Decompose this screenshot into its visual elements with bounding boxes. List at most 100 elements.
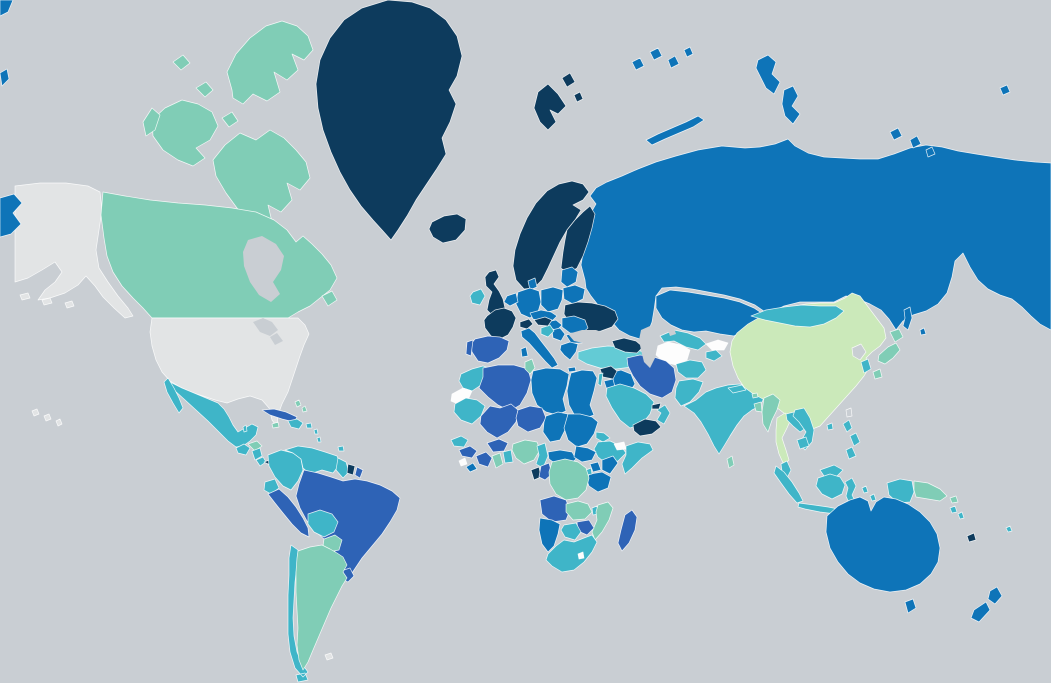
region-madagascar[interactable] [617, 509, 638, 552]
region-jamaica[interactable] [271, 421, 280, 429]
region-myanmar[interactable] [761, 393, 781, 433]
region-india[interactable] [683, 383, 765, 455]
region-ghana[interactable] [491, 452, 504, 469]
region-greece[interactable] [559, 341, 579, 373]
region-nigeria[interactable] [511, 439, 541, 465]
region-ivory-coast[interactable] [475, 451, 493, 468]
region-hainan[interactable] [826, 422, 834, 431]
region-austria[interactable] [533, 316, 553, 327]
region-egypt[interactable] [566, 369, 598, 419]
region-peru[interactable] [267, 488, 310, 538]
region-liberia[interactable] [465, 462, 478, 473]
region-guyana[interactable] [335, 457, 350, 479]
region-new-zealand[interactable] [970, 586, 1003, 623]
region-togo-benin[interactable] [502, 449, 514, 464]
region-lesotho[interactable] [577, 551, 585, 560]
region-sakhalin[interactable] [902, 306, 927, 336]
region-benelux[interactable] [503, 292, 519, 307]
region-congo[interactable] [538, 462, 553, 481]
region-nepal[interactable] [727, 384, 747, 394]
region-mongolia[interactable] [750, 304, 845, 328]
region-israel[interactable] [597, 372, 604, 387]
region-venezuela[interactable] [284, 445, 341, 475]
region-baja-california[interactable] [163, 377, 184, 414]
region-mexico[interactable] [169, 381, 259, 448]
region-south-africa[interactable] [545, 534, 598, 573]
region-australia[interactable] [825, 496, 941, 593]
region-svalbard[interactable] [533, 72, 584, 131]
region-taiwan[interactable] [845, 407, 853, 418]
region-north-korea[interactable] [851, 343, 867, 361]
region-greenland[interactable] [315, 0, 463, 241]
region-pakistan[interactable] [674, 378, 704, 407]
region-sumatra[interactable] [773, 465, 804, 504]
region-bolivia[interactable] [307, 509, 339, 538]
region-ellesmere-island[interactable] [226, 20, 314, 105]
region-yemen[interactable] [632, 418, 662, 437]
region-canada[interactable] [100, 191, 338, 319]
region-south-sudan[interactable] [573, 445, 597, 463]
region-tasmania[interactable] [904, 598, 917, 614]
region-russia[interactable] [580, 138, 1051, 340]
region-newfoundland[interactable] [321, 290, 338, 307]
region-malaysia[interactable] [780, 460, 844, 479]
region-uae[interactable] [651, 402, 662, 410]
region-japan[interactable] [872, 328, 904, 380]
region-belarus[interactable] [562, 284, 586, 305]
region-chile[interactable] [287, 544, 309, 683]
region-guatemala[interactable] [235, 443, 251, 456]
region-sudan[interactable] [563, 413, 599, 448]
region-belize[interactable] [242, 424, 248, 433]
region-suriname[interactable] [346, 463, 356, 476]
region-poland[interactable] [540, 286, 564, 313]
region-french-guiana[interactable] [354, 466, 364, 479]
region-hawaii[interactable] [31, 408, 63, 427]
region-chad[interactable] [542, 411, 569, 443]
region-finland[interactable] [560, 205, 596, 275]
region-new-caledonia[interactable] [966, 532, 977, 543]
region-wrangel-island[interactable] [999, 84, 1011, 96]
region-norway-sweden[interactable] [512, 180, 590, 290]
region-usa[interactable] [149, 317, 310, 428]
region-puerto-rico[interactable] [305, 422, 313, 429]
region-vietnam[interactable] [792, 407, 815, 451]
region-argentina[interactable] [295, 544, 348, 671]
region-denmark[interactable] [527, 277, 538, 291]
region-falkland-islands[interactable] [324, 652, 334, 661]
region-aleutian-islands[interactable] [19, 292, 75, 309]
region-niger[interactable] [515, 405, 547, 433]
region-severnaya-zemlya[interactable] [755, 54, 801, 125]
region-ireland[interactable] [469, 288, 486, 306]
region-cambodia[interactable] [796, 436, 810, 450]
region-baltic-states[interactable] [560, 266, 579, 288]
region-uganda[interactable] [589, 461, 602, 473]
region-novaya-zemlya[interactable] [645, 115, 705, 146]
region-dr-congo[interactable] [548, 458, 590, 501]
region-senegal[interactable] [450, 435, 469, 448]
region-bhutan[interactable] [751, 392, 759, 399]
region-somalia[interactable] [621, 441, 654, 475]
region-south-korea[interactable] [860, 358, 872, 374]
region-botswana[interactable] [560, 522, 582, 541]
region-portugal[interactable] [465, 339, 474, 357]
region-fiji[interactable] [1005, 525, 1013, 533]
region-victoria-island[interactable] [151, 99, 219, 167]
region-mozambique[interactable] [591, 501, 614, 541]
region-turkmenistan[interactable] [654, 341, 691, 366]
region-new-siberian-islands[interactable] [889, 127, 936, 158]
region-franz-josef-land[interactable] [631, 46, 694, 71]
region-kenya[interactable] [601, 455, 619, 475]
region-switzerland[interactable] [519, 318, 534, 330]
region-russia-far-east-slivers[interactable] [0, 0, 23, 238]
region-philippines[interactable] [842, 419, 861, 460]
region-hispaniola[interactable] [287, 418, 304, 430]
region-papua-new-guinea[interactable] [913, 480, 959, 504]
region-iceland[interactable] [428, 213, 467, 244]
region-oman[interactable] [656, 404, 671, 425]
region-sri-lanka[interactable] [726, 455, 735, 469]
region-guinea[interactable] [458, 445, 478, 459]
region-colombia[interactable] [267, 449, 304, 491]
region-eritrea[interactable] [595, 431, 611, 443]
region-sierra-leone[interactable] [458, 457, 468, 467]
region-france[interactable] [483, 307, 517, 340]
